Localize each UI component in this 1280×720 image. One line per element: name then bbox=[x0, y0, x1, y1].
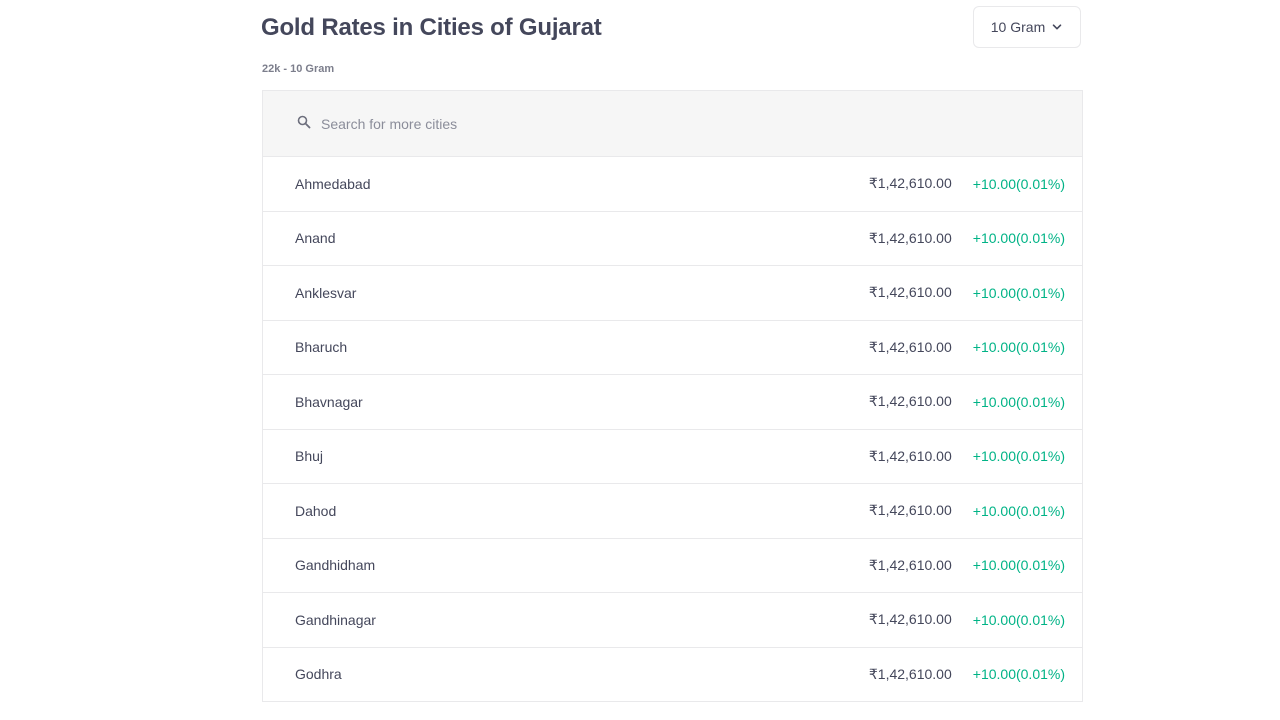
city-rows: Ahmedabad ₹1,42,610.00 +10.00(0.01%) Anand ₹… bbox=[263, 157, 1082, 702]
gold-price: ₹1,42,610.00 bbox=[868, 338, 952, 355]
gold-price: ₹1,42,610.00 bbox=[868, 556, 952, 573]
price-change: +10.00(0.01%) bbox=[972, 339, 1065, 356]
price-change: +10.00(0.01%) bbox=[972, 284, 1065, 301]
table-row[interactable]: Bhuj ₹1,42,610.00 +10.00(0.01%) bbox=[263, 430, 1082, 484]
gold-price: ₹1,42,610.00 bbox=[868, 611, 952, 628]
page-subtitle: 22k - 10 Gram bbox=[262, 63, 335, 75]
table-row[interactable]: Anand ₹1,42,610.00 +10.00(0.01%) bbox=[263, 212, 1082, 266]
table-row[interactable]: Dahod ₹1,42,610.00 +10.00(0.01%) bbox=[263, 484, 1082, 539]
gold-price: ₹1,42,610.00 bbox=[868, 229, 952, 246]
table-row[interactable]: Gandhidham ₹1,42,610.00 +10.00(0.01%) bbox=[263, 539, 1082, 593]
city-name: Bhuj bbox=[295, 448, 324, 465]
city-name: Ahmedabad bbox=[295, 175, 371, 192]
city-name: Bharuch bbox=[295, 339, 348, 356]
search-input[interactable] bbox=[321, 115, 721, 132]
city-name: Dahod bbox=[295, 502, 337, 519]
city-rates-table: Ahmedabad ₹1,42,610.00 +10.00(0.01%) Anand ₹… bbox=[262, 90, 1083, 702]
price-change: +10.00(0.01%) bbox=[972, 448, 1065, 465]
price-change: +10.00(0.01%) bbox=[972, 502, 1065, 519]
page-title: Gold Rates in Cities of Gujarat bbox=[261, 14, 602, 41]
chevron-down-icon bbox=[1051, 21, 1063, 33]
search-bar bbox=[263, 91, 1082, 157]
gold-price: ₹1,42,610.00 bbox=[868, 447, 952, 464]
table-row[interactable]: Anklesvar ₹1,42,610.00 +10.00(0.01%) bbox=[263, 266, 1082, 321]
price-change: +10.00(0.01%) bbox=[972, 230, 1065, 247]
table-row[interactable]: Bhavnagar ₹1,42,610.00 +10.00(0.01%) bbox=[263, 375, 1082, 430]
table-row[interactable]: Ahmedabad ₹1,42,610.00 +10.00(0.01%) bbox=[263, 157, 1082, 212]
price-change: +10.00(0.01%) bbox=[972, 611, 1065, 628]
city-name: Gandhinagar bbox=[295, 611, 376, 628]
gold-price: ₹1,42,610.00 bbox=[868, 665, 952, 682]
price-change: +10.00(0.01%) bbox=[972, 393, 1065, 410]
table-row[interactable]: Bharuch ₹1,42,610.00 +10.00(0.01%) bbox=[263, 321, 1082, 375]
price-change: +10.00(0.01%) bbox=[972, 557, 1065, 574]
unit-dropdown-value: 10 Gram bbox=[990, 19, 1046, 35]
city-name: Gandhidham bbox=[295, 557, 376, 574]
search-icon bbox=[296, 114, 312, 130]
city-name: Anklesvar bbox=[295, 284, 357, 301]
table-row[interactable]: Gandhinagar ₹1,42,610.00 +10.00(0.01%) bbox=[263, 593, 1082, 648]
city-name: Anand bbox=[295, 230, 336, 247]
gold-price: ₹1,42,610.00 bbox=[868, 284, 952, 301]
price-change: +10.00(0.01%) bbox=[972, 666, 1065, 683]
table-row[interactable]: Godhra ₹1,42,610.00 +10.00(0.01%) bbox=[263, 648, 1082, 702]
unit-dropdown[interactable]: 10 Gram bbox=[973, 6, 1081, 48]
gold-price: ₹1,42,610.00 bbox=[868, 175, 952, 192]
gold-price: ₹1,42,610.00 bbox=[868, 393, 952, 410]
gold-price: ₹1,42,610.00 bbox=[868, 502, 952, 519]
city-name: Bhavnagar bbox=[295, 393, 363, 410]
city-name: Godhra bbox=[295, 666, 342, 683]
price-change: +10.00(0.01%) bbox=[972, 175, 1065, 192]
